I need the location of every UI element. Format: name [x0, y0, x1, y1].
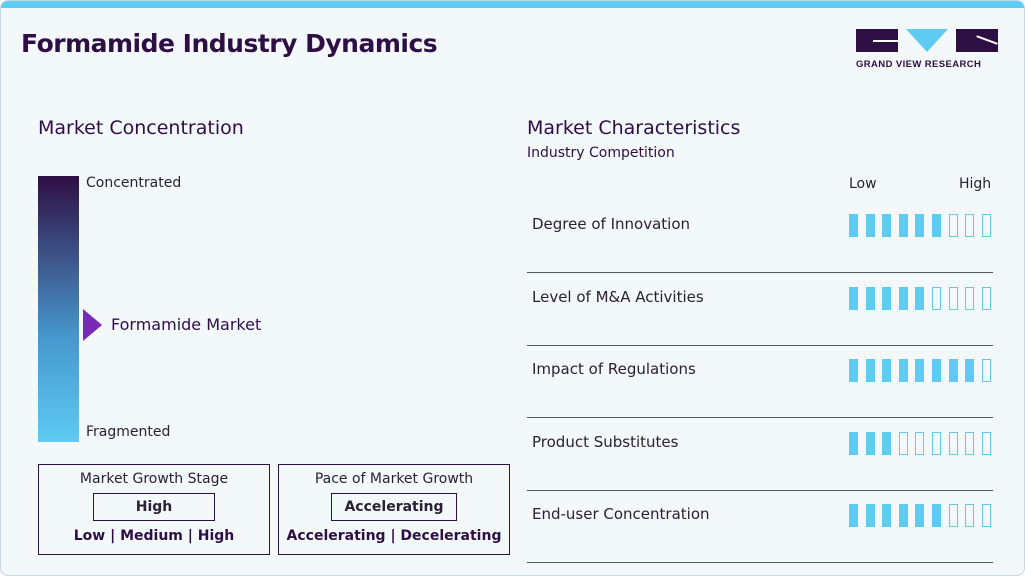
rating-pip-filled	[915, 359, 925, 382]
market-characteristics-heading: Market Characteristics	[527, 117, 741, 139]
rating-pip-empty	[981, 431, 991, 455]
characteristic-label: Product Substitutes	[532, 432, 679, 451]
row-divider	[527, 562, 993, 563]
rating-pip-filled	[865, 431, 875, 455]
rating-pip-filled	[882, 431, 892, 455]
concentration-gradient-bar	[38, 176, 79, 442]
rating-pip-filled	[849, 359, 858, 382]
characteristic-label: Degree of Innovation	[532, 215, 691, 233]
rating-pip-filled	[849, 431, 858, 455]
rating-pip-filled	[865, 214, 875, 237]
rating-pip-empty	[981, 504, 991, 527]
market-position-arrow-icon	[83, 309, 102, 341]
top-accent-bar	[1, 1, 1024, 8]
rating-scale	[849, 504, 991, 527]
rating-pip-empty	[965, 504, 975, 527]
rating-scale	[849, 286, 991, 310]
rating-pip-empty	[981, 359, 991, 382]
rating-pip-filled	[882, 286, 892, 310]
rating-pip-empty	[965, 431, 975, 455]
market-concentration-heading: Market Concentration	[38, 117, 244, 139]
rating-pip-empty	[931, 431, 941, 455]
market-position-label: Formamide Market	[111, 315, 262, 334]
rating-pip-filled	[915, 504, 925, 527]
characteristic-row: Level of M&A Activities	[527, 274, 993, 346]
pace-of-growth-box: Pace of Market Growth Accelerating Accel…	[278, 464, 510, 555]
rating-pip-empty	[948, 431, 958, 455]
fragmented-label: Fragmented	[86, 424, 171, 440]
characteristic-label: Impact of Regulations	[532, 360, 696, 378]
rating-pip-filled	[931, 214, 941, 237]
rating-pip-filled	[915, 214, 925, 237]
growth-stage-options: Low | Medium | High	[73, 528, 235, 544]
row-divider	[527, 272, 993, 273]
rating-scale	[849, 359, 991, 382]
pace-options: Accelerating | Decelerating	[286, 528, 502, 544]
rating-pip-empty	[898, 431, 908, 455]
rating-pip-filled	[882, 359, 892, 382]
industry-competition-subheading: Industry Competition	[527, 145, 675, 161]
row-divider	[527, 489, 993, 491]
pace-value: Accelerating	[331, 493, 457, 521]
grand-view-research-logo: GRAND VIEW RESEARCH	[856, 29, 998, 70]
logo-text: GRAND VIEW RESEARCH	[856, 59, 982, 70]
growth-stage-value: High	[93, 493, 215, 521]
scale-low-label: Low	[849, 176, 877, 192]
rating-pip-empty	[915, 431, 925, 455]
rating-pip-filled	[849, 504, 858, 527]
concentrated-label: Concentrated	[86, 175, 182, 191]
rating-pip-filled	[931, 504, 941, 527]
rating-pip-filled	[948, 359, 958, 382]
growth-stage-heading: Market Growth Stage	[79, 471, 229, 487]
rating-pip-empty	[981, 286, 991, 310]
rating-pip-empty	[948, 214, 958, 237]
rating-pip-filled	[865, 359, 875, 382]
rating-pip-filled	[849, 214, 858, 237]
rating-pip-filled	[882, 504, 892, 527]
rating-scale	[849, 214, 991, 237]
characteristic-row: Degree of Innovation	[527, 201, 993, 273]
rating-pip-empty	[931, 286, 941, 310]
rating-scale	[849, 431, 991, 455]
scale-high-label: High	[959, 176, 992, 192]
characteristic-row: End-user Concentration	[527, 491, 993, 563]
rating-pip-filled	[882, 214, 892, 237]
rating-pip-filled	[898, 214, 908, 237]
rating-pip-filled	[898, 504, 908, 527]
characteristic-row: Impact of Regulations	[527, 346, 993, 418]
rating-pip-filled	[865, 504, 875, 527]
characteristic-label: Level of M&A Activities	[532, 287, 704, 306]
rating-pip-empty	[965, 286, 975, 310]
rating-pip-filled	[915, 286, 925, 310]
rating-pip-filled	[898, 286, 908, 310]
row-divider	[527, 417, 993, 418]
pace-heading: Pace of Market Growth	[314, 471, 474, 487]
rating-pip-filled	[898, 359, 908, 382]
page-title: Formamide Industry Dynamics	[21, 29, 438, 58]
characteristic-row: Product Substitutes	[527, 419, 993, 491]
rating-pip-filled	[849, 286, 858, 310]
market-growth-stage-box: Market Growth Stage High Low | Medium | …	[38, 464, 270, 555]
rating-pip-filled	[931, 359, 941, 382]
row-divider	[527, 344, 993, 346]
rating-pip-filled	[865, 286, 875, 310]
rating-pip-empty	[948, 504, 958, 527]
rating-pip-empty	[981, 214, 991, 237]
rating-pip-filled	[965, 359, 975, 382]
characteristic-label: End-user Concentration	[532, 505, 710, 523]
rating-pip-empty	[948, 286, 958, 310]
rating-pip-empty	[965, 214, 975, 237]
